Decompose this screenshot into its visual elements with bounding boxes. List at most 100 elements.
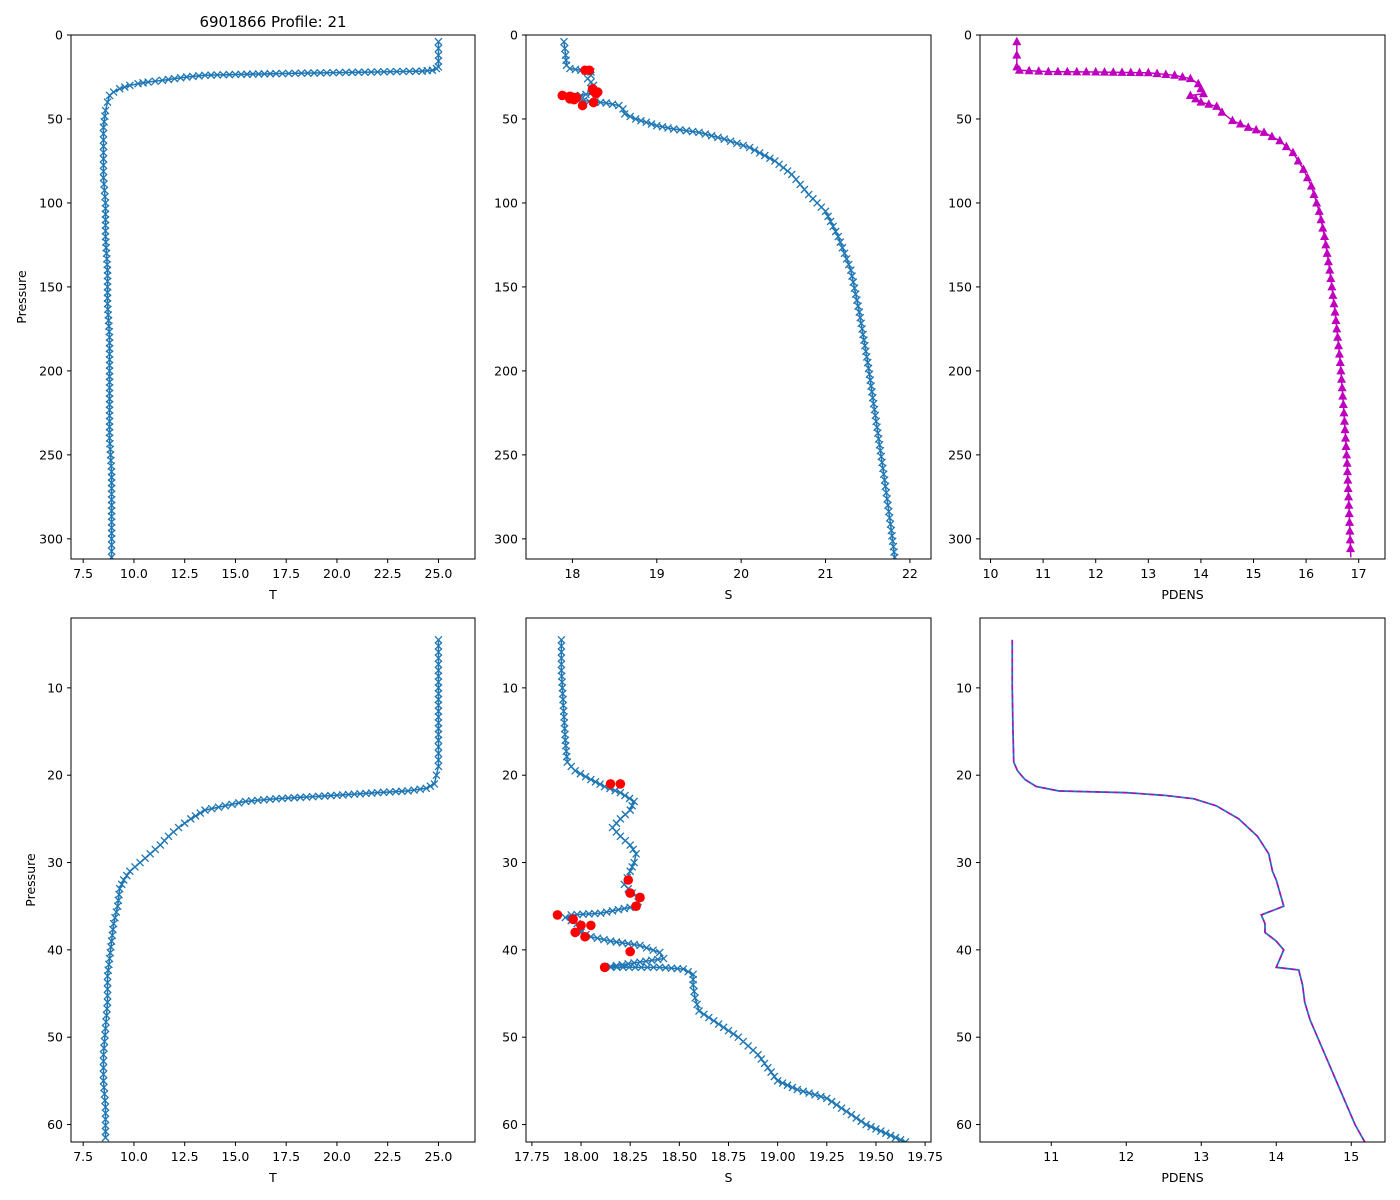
- data-point-marker: [1185, 73, 1195, 83]
- data-point-marker: [630, 858, 639, 867]
- data-point-marker: [821, 207, 830, 216]
- plot-area: [1012, 36, 1355, 558]
- data-point-marker: [302, 793, 311, 801]
- data-point-marker: [832, 1100, 841, 1109]
- data-point-marker: [1334, 340, 1344, 350]
- data-point-marker: [1340, 416, 1349, 425]
- x-tick-label: 17: [1351, 566, 1367, 581]
- data-point-marker: [99, 154, 108, 163]
- data-point-marker: [886, 520, 895, 529]
- data-point-marker: [1342, 458, 1352, 467]
- panel-bottom-temperature: 7.5 10.0 12.5 15.0 17.5 20.0 22.5 25.0 10 20 30 40 5…: [23, 617, 476, 1185]
- data-point-marker: [103, 266, 112, 275]
- flagged-point: [635, 892, 645, 903]
- x-tick-label: 15: [1246, 566, 1262, 581]
- data-point-marker: [434, 724, 443, 733]
- y-tick-label: 150: [948, 279, 972, 294]
- x-tick-label: 18.50: [661, 1149, 697, 1164]
- data-point-marker: [278, 794, 287, 803]
- data-point-marker: [608, 906, 617, 915]
- flagged-point: [591, 88, 601, 99]
- flagged-point: [570, 927, 580, 938]
- data-point-marker: [1091, 66, 1101, 76]
- axes-frame: [70, 617, 476, 1143]
- data-point-marker: [103, 282, 112, 291]
- data-point-marker: [241, 797, 250, 806]
- data-point-marker: [101, 210, 110, 219]
- data-point-marker: [684, 967, 693, 976]
- flagged-point: [557, 90, 568, 101]
- data-point-marker: [586, 775, 595, 784]
- data-point-marker: [1152, 68, 1162, 78]
- data-point-marker: [1323, 256, 1333, 266]
- data-point-marker: [291, 69, 300, 78]
- data-point-marker: [101, 1031, 109, 1039]
- y-tick-label: 150: [39, 279, 63, 294]
- data-point-marker: [373, 67, 382, 76]
- x-tick-label: 13: [1140, 566, 1156, 581]
- y-tick-label: 0: [510, 28, 518, 43]
- panel-bottom-salinity: 17.75 18.00 18.25 18.50 18.75 19.00 19.25 19.50…: [502, 617, 943, 1185]
- data-point-marker: [1204, 99, 1214, 108]
- data-point-marker: [693, 1000, 702, 1009]
- data-point-marker: [862, 1120, 871, 1129]
- data-point-marker: [434, 713, 443, 721]
- data-point-marker: [631, 963, 640, 972]
- y-tick-label: 100: [948, 195, 972, 210]
- data-point-marker: [103, 277, 112, 286]
- data-point-marker: [1062, 66, 1072, 76]
- data-point-marker: [884, 507, 893, 516]
- data-point-marker: [99, 148, 108, 157]
- data-point-marker: [704, 1013, 713, 1022]
- data-point-marker: [611, 786, 620, 795]
- data-point-marker: [266, 69, 275, 78]
- flagged-point: [605, 779, 616, 789]
- data-point-marker: [1335, 357, 1345, 366]
- data-point-marker: [557, 660, 566, 669]
- data-point-marker: [213, 71, 222, 79]
- data-point-marker: [871, 1124, 880, 1133]
- data-point-marker: [1199, 88, 1209, 98]
- data-point-marker: [620, 904, 629, 913]
- axes-frame: [525, 617, 932, 1143]
- y-tick-label: 60: [47, 1117, 63, 1132]
- y-tick-label: 10: [502, 680, 518, 695]
- flagged-point: [576, 920, 586, 931]
- plot-area: [99, 635, 443, 1142]
- data-point-marker: [1281, 141, 1291, 151]
- data-point-marker: [849, 278, 858, 287]
- data-point-marker: [763, 1063, 772, 1072]
- data-point-marker: [1251, 124, 1261, 134]
- y-tick-label: 250: [948, 447, 972, 462]
- data-point-marker: [755, 148, 764, 157]
- x-tick-label: 22: [902, 566, 918, 581]
- data-point-marker: [243, 70, 252, 79]
- data-point-marker: [99, 167, 108, 176]
- data-point-marker: [434, 701, 443, 710]
- data-point-marker: [778, 1079, 787, 1088]
- x-tick-label: 22.5: [374, 566, 402, 581]
- data-point-marker: [827, 1097, 836, 1106]
- x-tick-label: 20.0: [323, 566, 351, 581]
- data-point-marker: [434, 672, 443, 681]
- data-point-marker: [1344, 508, 1354, 518]
- data-point-marker: [332, 791, 341, 800]
- data-point-marker: [100, 1090, 109, 1098]
- data-point-marker: [720, 135, 729, 144]
- data-point-marker: [885, 513, 894, 522]
- data-point-marker: [434, 44, 443, 53]
- data-point-marker: [99, 123, 108, 132]
- data-point-marker: [201, 806, 209, 815]
- data-point-marker: [107, 529, 116, 538]
- x-tick-label: 17.75: [514, 1149, 550, 1164]
- data-point-marker: [115, 84, 124, 93]
- data-point-marker: [612, 963, 621, 972]
- data-point-marker: [1321, 239, 1331, 249]
- panel-top-salinity: 18 19 20 21 22 0 50 100 150 200 250 300 S: [494, 28, 932, 602]
- x-tick-label: 19.00: [760, 1149, 796, 1164]
- data-point-marker: [630, 797, 639, 806]
- data-point-marker: [1235, 119, 1245, 128]
- y-tick-label: 50: [502, 111, 518, 126]
- data-point-marker: [846, 266, 855, 275]
- data-point-marker: [760, 151, 769, 160]
